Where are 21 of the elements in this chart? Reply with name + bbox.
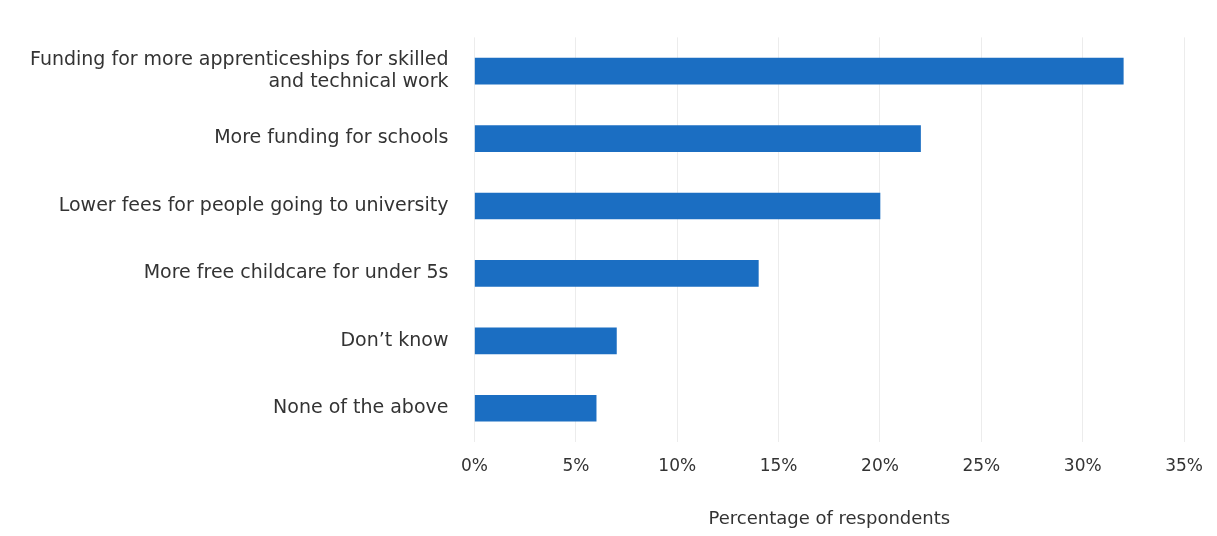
- bar: [474, 394, 597, 422]
- x-tick-label: 20%: [861, 454, 899, 475]
- x-tick-label: 0%: [461, 454, 488, 475]
- y-tick-label: Don’t know: [340, 327, 449, 350]
- x-axis-title: Percentage of respondents: [708, 506, 951, 528]
- x-tick-label: 25%: [962, 454, 1001, 475]
- bar: [474, 57, 1124, 85]
- bar: [474, 192, 881, 220]
- bar: [474, 327, 617, 355]
- bar: [474, 125, 921, 152]
- bar: [474, 260, 759, 287]
- x-tick-label: 15%: [759, 454, 798, 475]
- y-tick-label: More free childcare for under 5s: [143, 260, 449, 283]
- x-tick-label: 35%: [1165, 454, 1204, 475]
- y-tick-label: Funding for more apprenticeships for skilled and technical work: [29, 46, 449, 92]
- x-tick-label: 30%: [1063, 454, 1102, 475]
- x-tick-label: 10%: [658, 454, 697, 475]
- y-tick-label: More funding for schools: [214, 125, 449, 148]
- y-tick-label: Lower fees for people going to university: [58, 192, 449, 215]
- y-tick-label: None of the above: [273, 395, 449, 418]
- x-tick-label: 5%: [562, 454, 590, 475]
